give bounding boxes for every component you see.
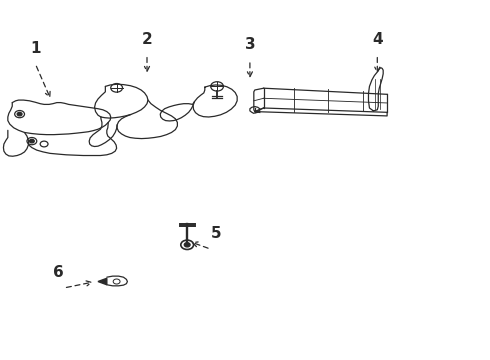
Text: 4: 4 bbox=[372, 32, 383, 47]
Circle shape bbox=[17, 112, 22, 116]
Polygon shape bbox=[98, 278, 107, 285]
Text: 1: 1 bbox=[30, 41, 41, 56]
Text: 5: 5 bbox=[211, 226, 221, 241]
Circle shape bbox=[29, 139, 34, 143]
Text: 3: 3 bbox=[245, 37, 255, 52]
Text: 6: 6 bbox=[53, 265, 64, 280]
Text: 2: 2 bbox=[142, 32, 152, 47]
Circle shape bbox=[184, 243, 190, 247]
